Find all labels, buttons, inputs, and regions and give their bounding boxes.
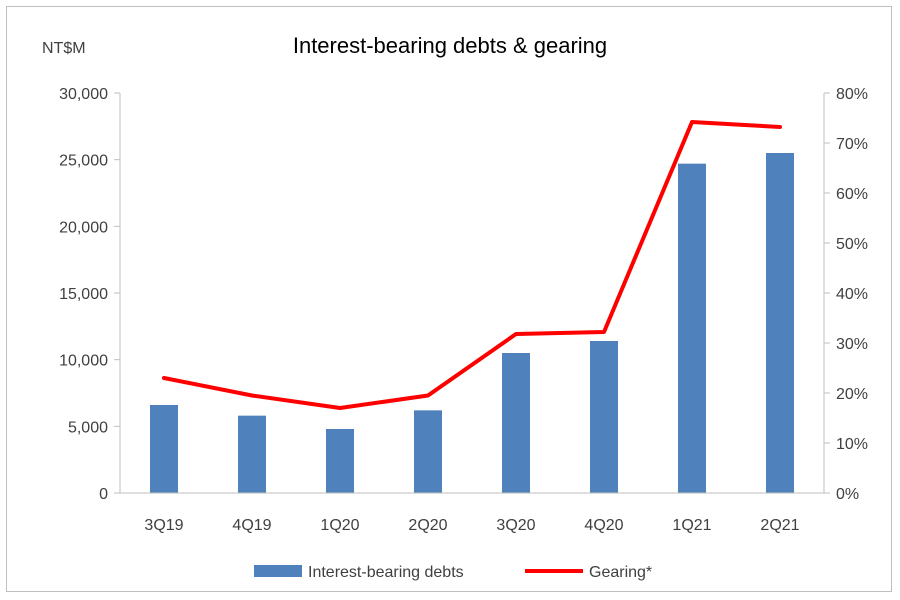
bar <box>590 341 618 493</box>
bar <box>766 153 794 493</box>
y-axis-unit-label: NT$M <box>42 40 86 57</box>
legend-bar-swatch <box>254 565 302 577</box>
x-tick-label: 2Q20 <box>408 517 447 534</box>
gearing-line <box>162 120 782 410</box>
bar <box>150 405 178 493</box>
legend-line-label: Gearing* <box>589 564 652 581</box>
legend: Interest-bearing debts Gearing* <box>254 564 652 581</box>
line-series <box>162 120 782 410</box>
x-tick-label: 2Q21 <box>760 517 799 534</box>
x-tick-label: 3Q19 <box>144 517 183 534</box>
left-tick-label: 20,000 <box>59 219 108 236</box>
left-tick-label: 30,000 <box>59 86 108 103</box>
x-tick-label: 1Q21 <box>672 517 711 534</box>
right-tick-label: 80% <box>836 86 868 103</box>
chart-title: Interest-bearing debts & gearing <box>293 33 607 58</box>
right-tick-label: 30% <box>836 336 868 353</box>
x-tick-label: 4Q20 <box>584 517 623 534</box>
bar-series <box>150 153 794 493</box>
bar <box>502 353 530 493</box>
x-tick-label: 4Q19 <box>232 517 271 534</box>
right-tick-label: 60% <box>836 186 868 203</box>
bar <box>238 415 266 493</box>
left-tick-label: 25,000 <box>59 153 108 170</box>
left-tick-label: 15,000 <box>59 286 108 303</box>
x-tick-label: 3Q20 <box>496 517 535 534</box>
left-tick-label: 0 <box>99 486 108 503</box>
bar <box>678 163 706 493</box>
right-tick-label: 10% <box>836 436 868 453</box>
legend-bar-label: Interest-bearing debts <box>308 564 464 581</box>
right-tick-label: 50% <box>836 236 868 253</box>
chart-frame <box>6 6 892 592</box>
right-axis-ticks: 0% 10% 20% 30% 40% 50% 60% 70% 80% <box>824 86 868 503</box>
right-tick-label: 70% <box>836 136 868 153</box>
left-axis-ticks: 0 5,000 10,000 15,000 20,000 25,000 30,000 <box>59 86 120 503</box>
right-tick-label: 40% <box>836 286 868 303</box>
right-tick-label: 20% <box>836 386 868 403</box>
x-tick-label: 1Q20 <box>320 517 359 534</box>
left-tick-label: 5,000 <box>68 419 108 436</box>
right-tick-label: 0% <box>836 486 859 503</box>
x-axis-ticks: 3Q19 4Q19 1Q20 2Q20 3Q20 4Q20 1Q21 2Q21 <box>144 517 799 534</box>
axes <box>119 93 825 494</box>
left-tick-label: 10,000 <box>59 353 108 370</box>
bar <box>414 410 442 493</box>
bar <box>326 429 354 493</box>
